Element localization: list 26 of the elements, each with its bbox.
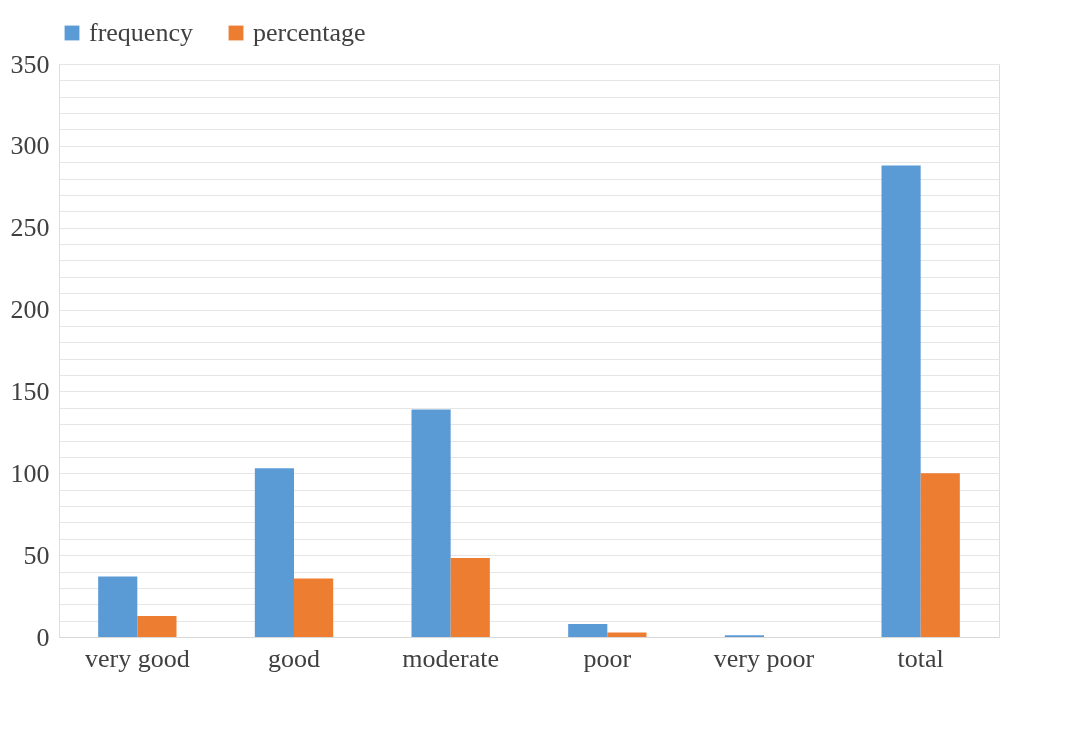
y-tick-label: 150 xyxy=(10,376,50,406)
y-tick-label: 250 xyxy=(10,213,50,243)
y-tick-label: 100 xyxy=(10,458,50,488)
bar xyxy=(254,468,294,637)
x-tick-label: good xyxy=(268,643,320,673)
y-tick-label: 50 xyxy=(23,540,50,570)
y-tick-label: 300 xyxy=(10,131,50,161)
bar xyxy=(137,616,177,637)
y-tick-label: 350 xyxy=(10,49,50,79)
x-tick-label: very poor xyxy=(713,643,815,673)
bar xyxy=(881,165,921,637)
bar xyxy=(450,557,490,637)
bar xyxy=(98,576,138,637)
bar xyxy=(411,409,451,637)
x-tick-label: moderate xyxy=(402,643,500,673)
x-tick-label: total xyxy=(897,643,944,673)
y-tick-label: 0 xyxy=(36,622,50,652)
bar xyxy=(294,578,334,637)
x-tick-label: very good xyxy=(84,643,190,673)
y-tick-label: 200 xyxy=(10,295,50,325)
legend-label: percentage xyxy=(253,18,366,47)
bar xyxy=(607,632,647,637)
legend-label: frequency xyxy=(89,18,193,47)
bar xyxy=(920,473,960,637)
bar xyxy=(568,623,608,637)
x-tick-label: poor xyxy=(583,643,632,673)
